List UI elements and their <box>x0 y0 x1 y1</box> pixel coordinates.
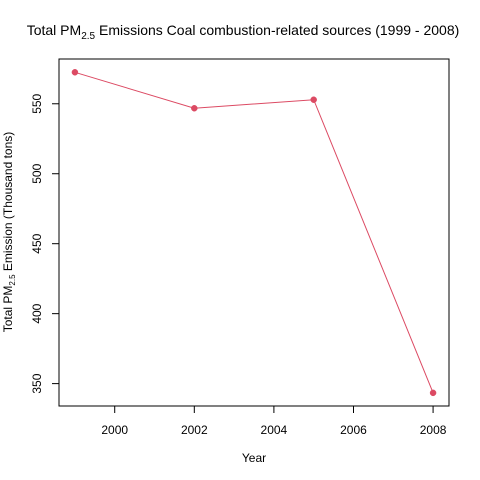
y-tick-label: 500 <box>30 163 44 183</box>
series-layer <box>71 69 437 397</box>
y-axis-label: Total PM2.5 Emission (Thousand tons) <box>1 132 17 333</box>
y-tick-label: 400 <box>30 303 44 323</box>
y-tick-label: 350 <box>30 373 44 393</box>
x-axis-label: Year <box>242 451 266 465</box>
data-point <box>71 69 79 76</box>
y-axis: 350 400 450 500 550 <box>30 93 60 394</box>
chart-title: Total PM2.5 Emissions Coal combustion-re… <box>27 22 460 42</box>
x-tick-label: 2000 <box>101 423 128 437</box>
x-tick-label: 2002 <box>181 423 208 437</box>
chart-title-prefix: Total PM <box>27 22 81 38</box>
x-tick-label: 2008 <box>420 423 447 437</box>
x-tick-label: 2004 <box>261 423 288 437</box>
y-tick-label: 550 <box>30 93 44 113</box>
y-axis-label-suffix: Emission (Thousand tons) <box>1 132 15 275</box>
y-tick-label: 450 <box>30 233 44 253</box>
data-point <box>191 105 198 112</box>
y-axis-label-prefix: Total PM <box>1 286 15 333</box>
x-axis: 2000 2002 2004 2006 2008 <box>101 405 447 437</box>
y-axis-label-subscript: 2.5 <box>8 274 17 286</box>
chart-title-suffix: Emissions Coal combustion-related source… <box>95 22 459 38</box>
data-point <box>310 96 317 103</box>
chart-title-subscript: 2.5 <box>81 31 95 42</box>
series-line <box>74 71 434 394</box>
data-point <box>429 389 437 397</box>
x-tick-label: 2006 <box>340 423 367 437</box>
